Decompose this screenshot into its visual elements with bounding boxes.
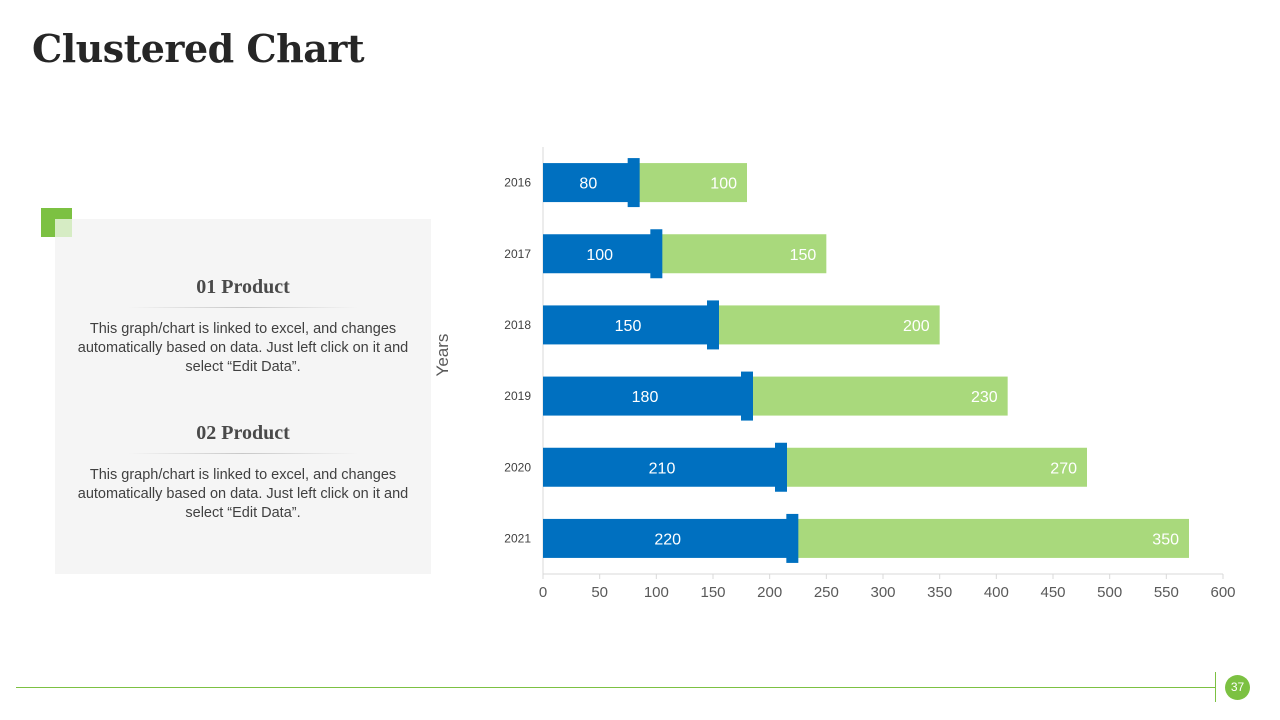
bar-segment-series-1 xyxy=(543,447,781,487)
product-1-divider xyxy=(128,307,358,308)
product-card: 01 Product This graph/chart is linked to… xyxy=(55,219,431,574)
data-label-series-1: 150 xyxy=(615,318,642,335)
clustered-bar-chart: 0 50 100 150 200 250 300 350 400 450 500 550 600 Year… xyxy=(433,147,1236,601)
footer-divider xyxy=(1215,672,1216,702)
bar-segment-series-1 xyxy=(543,376,747,416)
bar-end-cap xyxy=(775,442,787,492)
product-1-heading: 01 Product xyxy=(196,276,290,298)
product-block-2: 02 Product This graph/chart is linked to… xyxy=(55,422,431,523)
x-tick-label: 400 xyxy=(984,584,1009,601)
bar-segment-series-1 xyxy=(543,305,713,345)
y-tick-label: 2016 xyxy=(504,176,531,190)
bar-segment-series-2 xyxy=(633,163,747,203)
x-tick-label: 600 xyxy=(1210,584,1235,601)
bar-segment-series-2 xyxy=(792,518,1189,558)
bar-end-cap xyxy=(707,300,719,350)
x-tick-label: 350 xyxy=(927,584,952,601)
bar-end-cap xyxy=(627,158,640,208)
footer-line xyxy=(16,687,1216,688)
bar-end-cap xyxy=(741,371,753,421)
bar-segment-series-1 xyxy=(543,163,634,203)
x-tick-label: 50 xyxy=(591,584,608,601)
page-title: Clustered Chart xyxy=(32,26,365,71)
x-tick-label: 0 xyxy=(539,584,547,601)
data-label-series-2: 270 xyxy=(1050,460,1077,477)
y-tick-label: 2020 xyxy=(504,460,531,474)
bar-segment-series-2 xyxy=(781,447,1087,487)
data-label-series-1: 80 xyxy=(579,176,597,193)
bar-segment-series-1 xyxy=(543,518,793,558)
data-label-series-2: 230 xyxy=(971,389,998,406)
bar-end-cap xyxy=(786,513,799,563)
product-2-text: This graph/chart is linked to excel, and… xyxy=(77,467,409,521)
x-tick-label: 150 xyxy=(700,584,725,601)
x-tick-label: 500 xyxy=(1097,584,1122,601)
y-tick-label: 2019 xyxy=(504,389,531,403)
data-label-series-1: 100 xyxy=(586,247,613,264)
x-tick-label: 550 xyxy=(1154,584,1179,601)
y-tick-label: 2018 xyxy=(504,318,531,332)
data-label-series-1: 180 xyxy=(632,389,659,406)
y-tick-label: 2017 xyxy=(504,247,531,261)
bar-end-cap xyxy=(650,229,663,279)
bar-segment-series-2 xyxy=(747,376,1008,416)
data-label-series-1: 210 xyxy=(649,460,676,477)
x-tick-label: 200 xyxy=(757,584,782,601)
bar-segment-series-1 xyxy=(543,234,657,274)
y-axis-title: Years xyxy=(433,334,452,377)
x-tick-label: 250 xyxy=(814,584,839,601)
bar-segment-series-2 xyxy=(713,305,940,345)
data-label-series-2: 200 xyxy=(903,318,930,335)
x-tick-label: 450 xyxy=(1040,584,1065,601)
data-label-series-2: 150 xyxy=(790,247,817,264)
page-number-badge: 37 xyxy=(1225,675,1250,700)
bar-segment-series-2 xyxy=(656,234,827,274)
data-label-series-1: 220 xyxy=(654,531,681,548)
data-label-series-2: 350 xyxy=(1152,531,1179,548)
product-2-heading: 02 Product xyxy=(196,422,290,444)
product-1-text: This graph/chart is linked to excel, and… xyxy=(77,321,409,375)
data-label-series-2: 100 xyxy=(710,176,737,193)
corner-accent-light xyxy=(55,219,72,237)
x-tick-label: 100 xyxy=(644,584,669,601)
product-2-divider xyxy=(128,453,358,454)
x-tick-label: 300 xyxy=(870,584,895,601)
y-tick-label: 2021 xyxy=(504,531,531,545)
product-block-1: 01 Product This graph/chart is linked to… xyxy=(55,276,431,377)
